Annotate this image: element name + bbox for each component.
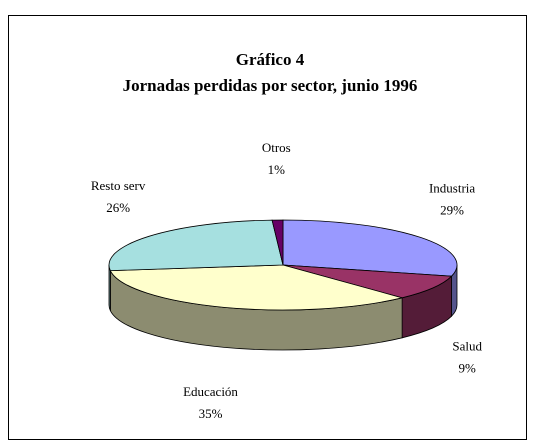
slice-label: Industria bbox=[429, 181, 475, 196]
slice-value-label: 35% bbox=[199, 406, 223, 421]
slice bbox=[282, 264, 453, 299]
slice-value-label: 26% bbox=[106, 200, 130, 215]
chart-subtitle: Jornadas perdidas por sector, junio 1996 bbox=[123, 76, 418, 95]
chart-title: Gráfico 4 bbox=[236, 50, 305, 69]
slice-side bbox=[108, 264, 111, 311]
slice bbox=[109, 264, 404, 311]
slice-label: Salud bbox=[452, 338, 482, 353]
slice bbox=[108, 219, 284, 272]
slice-label: Educación bbox=[183, 384, 238, 399]
slice bbox=[282, 219, 458, 277]
slice-value-label: 9% bbox=[459, 360, 477, 375]
slice bbox=[271, 219, 284, 266]
slice-label: Otros bbox=[262, 140, 291, 155]
slice-label: Resto serv bbox=[91, 178, 146, 193]
slice-value-label: 29% bbox=[440, 203, 464, 218]
slice-value-label: 1% bbox=[268, 162, 286, 177]
